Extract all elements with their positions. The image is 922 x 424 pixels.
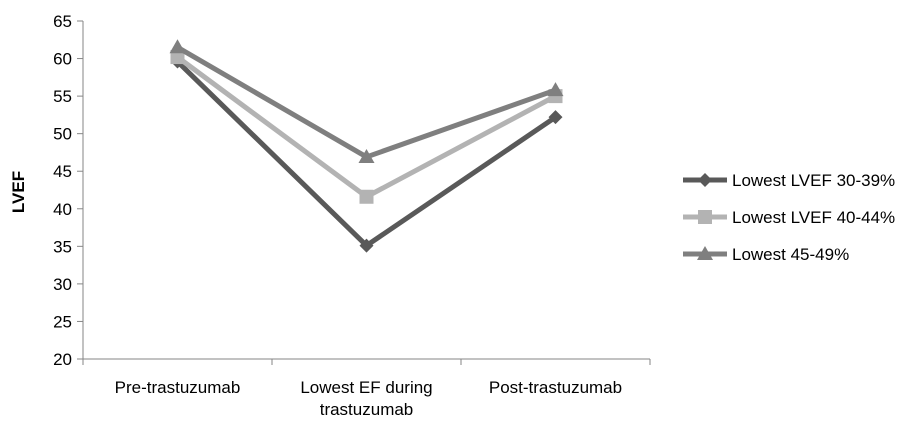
legend-marker xyxy=(698,173,712,187)
axes xyxy=(82,21,650,360)
data-point xyxy=(548,110,563,125)
x-axis-ticks: Pre-trastuzumab Lowest EF during trastuzum… xyxy=(82,359,651,419)
y-axis-ticks: 20 25 30 35 40 45 50 55 60 65 xyxy=(53,12,83,369)
x-tick-label: Post-trastuzumab xyxy=(489,378,622,397)
y-axis-title: LVEF xyxy=(9,171,28,213)
data-point xyxy=(170,50,185,65)
legend-item: Lowest 45-49% xyxy=(683,245,849,264)
data-point xyxy=(169,39,186,54)
y-tick-label: 40 xyxy=(53,200,72,219)
x-tick-label: Lowest EF during trastuzumab xyxy=(300,378,432,419)
series-line xyxy=(176,45,557,160)
y-tick-label: 45 xyxy=(53,162,72,181)
data-point xyxy=(358,148,375,163)
series-3 xyxy=(169,39,564,163)
series-lines xyxy=(169,39,564,253)
y-tick-label: 25 xyxy=(53,312,72,331)
y-tick-label: 30 xyxy=(53,275,72,294)
data-point xyxy=(547,82,564,97)
legend-label: Lowest LVEF 30-39% xyxy=(732,171,895,190)
legend-label: Lowest LVEF 40-44% xyxy=(732,208,895,227)
x-tick-label: Pre-trastuzumab xyxy=(115,378,241,397)
y-tick-label: 20 xyxy=(53,350,72,369)
y-tick-label: 65 xyxy=(53,12,72,31)
y-tick-label: 35 xyxy=(53,237,72,256)
data-point xyxy=(359,189,374,204)
y-tick-label: 60 xyxy=(53,50,72,69)
legend-label: Lowest 45-49% xyxy=(732,245,849,264)
data-point xyxy=(359,238,374,253)
legend: Lowest LVEF 30-39% Lowest LVEF 40-44% Lowe… xyxy=(683,171,895,264)
legend-marker xyxy=(697,246,713,260)
series-2 xyxy=(170,50,563,204)
legend-marker xyxy=(698,210,712,224)
legend-item: Lowest LVEF 30-39% xyxy=(683,171,895,190)
y-tick-label: 50 xyxy=(53,125,72,144)
y-tick-label: 55 xyxy=(53,87,72,106)
legend-item: Lowest LVEF 40-44% xyxy=(683,208,895,227)
